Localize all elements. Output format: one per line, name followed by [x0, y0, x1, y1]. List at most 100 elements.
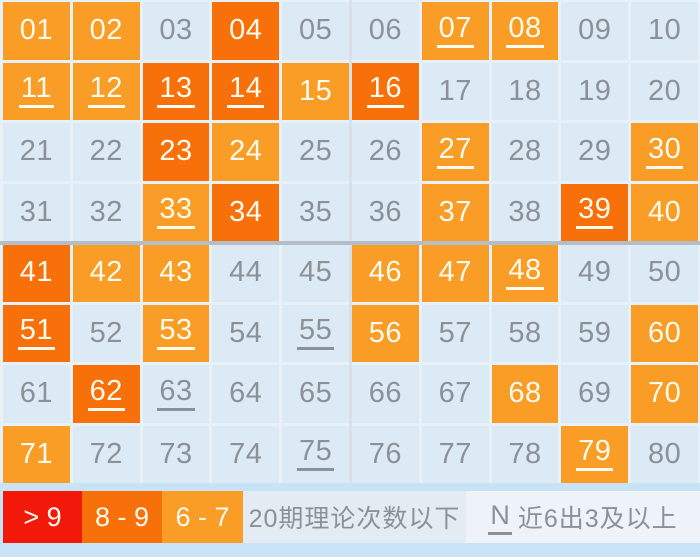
cell-number: 67 [438, 377, 472, 410]
cell-number: 17 [438, 74, 472, 107]
cell-number: 29 [578, 135, 612, 168]
grid-cell-68: 68 [491, 365, 559, 423]
cell-number: 46 [368, 256, 403, 289]
grid-cell-30: 30 [631, 123, 698, 181]
cell-number: 28 [508, 135, 542, 168]
cell-number: 25 [298, 135, 333, 168]
cell-number: 53 [157, 316, 195, 351]
grid-cell-37: 37 [421, 183, 489, 241]
cell-number: 06 [368, 14, 403, 47]
grid-cell-06: 06 [352, 2, 419, 60]
legend-item-label: 8 - 9 [94, 501, 150, 532]
grid-cell-72: 72 [72, 425, 140, 483]
cell-number: 41 [19, 256, 54, 289]
cell-number: 50 [647, 256, 682, 289]
cell-number: 61 [19, 377, 54, 410]
legend-item-label: 近6出3及以上 [517, 505, 678, 533]
grid-cell-19: 19 [561, 62, 629, 120]
grid-cell-11: 11 [3, 62, 70, 120]
grid-cell-40: 40 [631, 183, 698, 241]
cell-number: 79 [576, 437, 614, 472]
cell-number: 05 [298, 14, 333, 47]
cell-number: 74 [229, 437, 263, 470]
cell-number: 54 [229, 316, 263, 349]
cell-number: 37 [438, 195, 472, 228]
grid-cell-70: 70 [631, 365, 698, 423]
cell-number: 21 [19, 135, 54, 168]
grid-cell-25: 25 [282, 123, 349, 181]
grid-cell-27: 27 [421, 123, 489, 181]
cell-number: 11 [18, 74, 54, 109]
grid-cell-36: 36 [352, 183, 419, 241]
legend-n-marker: N [488, 500, 512, 535]
grid-cell-53: 53 [142, 304, 210, 362]
cell-number: 31 [19, 195, 54, 228]
grid-cell-55: 55 [282, 304, 349, 362]
cell-number: 76 [368, 437, 403, 470]
legend-item-label: 20期理论次数以下 [248, 505, 461, 533]
grid-cell-65: 65 [282, 365, 349, 423]
cell-number: 20 [647, 74, 682, 107]
grid-cell-32: 32 [72, 183, 140, 241]
grid-cell-09: 09 [561, 2, 629, 60]
legend-item-6-7: 6 - 7 [162, 491, 243, 543]
cell-number: 08 [506, 13, 544, 48]
cell-number: 40 [647, 195, 682, 228]
grid-cell-04: 04 [212, 2, 280, 60]
grid-cell-29: 29 [561, 123, 629, 181]
number-heatmap-grid: 01 02 03 04 05 06 07 08 09 10 11 12 13 14 15 16 17 18 19 20… [0, 0, 700, 483]
cell-number: 73 [159, 437, 193, 470]
cell-number: 23 [159, 135, 193, 168]
grid-cell-41: 41 [3, 244, 70, 302]
cell-number: 60 [647, 316, 682, 349]
grid-cell-14: 14 [212, 62, 280, 120]
cell-number: 52 [89, 316, 123, 349]
grid-cell-78: 78 [491, 425, 559, 483]
cell-number: 10 [647, 14, 682, 47]
cell-number: 02 [89, 14, 123, 47]
grid-cell-23: 23 [142, 123, 210, 181]
grid-cell-75: 75 [282, 425, 349, 483]
grid-cell-05: 05 [282, 2, 349, 60]
grid-cell-46: 46 [352, 244, 419, 302]
grid-cell-47: 47 [421, 244, 489, 302]
grid-cell-26: 26 [352, 123, 419, 181]
cell-number: 19 [578, 74, 612, 107]
grid-cell-34: 34 [212, 183, 280, 241]
cell-number: 45 [298, 256, 333, 289]
cell-number: 36 [368, 195, 403, 228]
grid-cell-07: 07 [421, 2, 489, 60]
grid-cell-17: 17 [421, 62, 489, 120]
cell-number: 71 [19, 437, 54, 470]
grid-cell-22: 22 [72, 123, 140, 181]
grid-cell-01: 01 [3, 2, 70, 60]
cell-number: 69 [578, 377, 612, 410]
cell-number: 34 [229, 195, 263, 228]
cell-number: 38 [508, 195, 542, 228]
grid-cell-24: 24 [212, 123, 280, 181]
cell-number: 51 [17, 316, 56, 351]
grid-cell-79: 79 [561, 425, 629, 483]
cell-number: 22 [89, 135, 123, 168]
grid-cell-62: 62 [72, 365, 140, 423]
cell-number: 64 [229, 377, 263, 410]
cell-number: 47 [438, 256, 472, 289]
cell-number: 72 [89, 437, 123, 470]
cell-number: 15 [298, 74, 333, 107]
grid-cell-50: 50 [631, 244, 698, 302]
cell-number: 32 [89, 195, 123, 228]
grid-cell-42: 42 [72, 244, 140, 302]
cell-number: 75 [296, 437, 335, 472]
cell-number: 77 [438, 437, 472, 470]
grid-cell-35: 35 [282, 183, 349, 241]
grid-cell-03: 03 [142, 2, 210, 60]
cell-number: 68 [508, 377, 542, 410]
cell-number: 12 [87, 74, 125, 109]
grid-cell-38: 38 [491, 183, 559, 241]
legend-item-below-theory: 20期理论次数以下 [243, 491, 466, 543]
grid-cell-51: 51 [3, 304, 70, 362]
cell-number: 62 [87, 376, 125, 411]
cell-number: 48 [506, 255, 544, 290]
cell-number: 13 [157, 74, 195, 109]
